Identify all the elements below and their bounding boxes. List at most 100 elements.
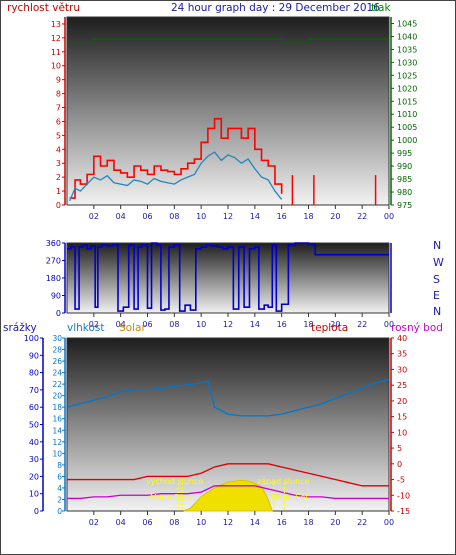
x-tick-label: 12 — [223, 212, 233, 221]
wind-average-line — [69, 151, 283, 202]
y-tick-label: 8 — [57, 461, 62, 470]
wind-direction-line — [67, 242, 389, 312]
y-tick-label: 22 — [52, 380, 62, 389]
x-tick-label: 04 — [116, 518, 126, 527]
y-tick-label: 4 — [57, 484, 62, 493]
y-tick-label: 20 — [52, 392, 62, 401]
y-tick-label: 10 — [29, 490, 39, 499]
y-tick-label: 990 — [397, 162, 412, 171]
y-tick-label: 12 — [52, 438, 62, 447]
y-tick-label: 2 — [56, 173, 61, 182]
y-tick-label: 50 — [29, 421, 39, 430]
y-tick-label: 1010 — [397, 110, 417, 119]
sunrise-label: východ slunce — [146, 477, 203, 486]
x-tick-label: 06 — [142, 320, 152, 329]
y-tick-label: 6 — [56, 117, 61, 126]
y-tick-label: 0 — [56, 201, 61, 210]
y-tick-label: 6 — [57, 472, 62, 481]
y-tick-label: 8 — [56, 90, 61, 99]
y-tick-label: 980 — [397, 188, 412, 197]
y-tick-label: 70 — [29, 386, 39, 395]
x-tick-label: 20 — [330, 212, 340, 221]
x-tick-label: 08 — [169, 320, 179, 329]
y-tick-label: 28 — [52, 346, 62, 355]
y-tick-label: -10 — [397, 491, 410, 500]
y-tick-label: 20 — [29, 472, 39, 481]
temp-humidity-series — [66, 378, 390, 512]
y-tick-label: 0 — [57, 507, 62, 516]
y-tick-label: 14 — [52, 426, 62, 435]
y-tick-label: 9 — [56, 76, 61, 85]
x-tick-label: 14 — [250, 518, 260, 527]
direction-label-s: S — [433, 273, 440, 286]
y-tick-label: 1 — [56, 187, 61, 196]
sun-moon-markers — [177, 483, 286, 511]
y-tick-label: 10 — [52, 449, 62, 458]
y-tick-label: 0 — [397, 460, 402, 469]
x-tick-label: 04 — [116, 320, 126, 329]
y-tick-label: 1040 — [397, 32, 417, 41]
y-tick-label: 30 — [29, 455, 39, 464]
pressure-axis: 975 980 985 990 995 1000 1005 1010 1015 1020 1025 1… — [390, 17, 417, 210]
y-tick-label: 90 — [51, 292, 61, 301]
moonrise-label: Moon Rise — [150, 493, 191, 502]
y-tick-label: 1025 — [397, 71, 417, 80]
x-tick-label: 22 — [357, 518, 367, 527]
temperature-legend: teplota — [311, 322, 348, 334]
x-tick-label: 14 — [250, 212, 260, 221]
y-tick-label: 40 — [29, 438, 39, 447]
y-tick-label: 20 — [397, 397, 407, 406]
y-tick-label: 360 — [46, 239, 61, 248]
y-tick-label: 975 — [397, 201, 412, 210]
y-tick-label: 1005 — [397, 123, 417, 132]
y-tick-label: 5 — [397, 444, 402, 453]
rain-axis: 0 10 20 30 40 50 60 70 80 90 100 — [24, 334, 44, 516]
y-tick-label: 26 — [52, 357, 62, 366]
y-tick-label: 0 — [56, 309, 61, 318]
x-tick-label: 06 — [142, 212, 152, 221]
chart-title: 24 hour graph day : 29 December 2016 — [171, 2, 380, 14]
y-tick-label: 80 — [29, 369, 39, 378]
pressure-axis-label: tlak — [371, 2, 391, 14]
y-tick-label: 25 — [397, 381, 407, 390]
y-tick-label: 100 — [24, 334, 39, 343]
time-axis-2: 02 04 06 08 10 12 14 16 18 20 22 00 — [89, 313, 394, 329]
temperature-axis: -15 -10 -5 0 5 10 15 20 25 30 35 40 — [390, 334, 410, 516]
y-tick-label: 90 — [29, 351, 39, 360]
y-tick-label: 40 — [397, 334, 407, 343]
x-tick-label: 14 — [250, 320, 260, 329]
solar-legend: Solar — [119, 322, 146, 334]
y-tick-label: 180 — [46, 274, 61, 283]
y-tick-label: 12 — [51, 34, 61, 43]
y-tick-label: 995 — [397, 149, 412, 158]
x-tick-label: 08 — [169, 518, 179, 527]
y-tick-label: 0 — [34, 507, 39, 516]
y-tick-label: 16 — [52, 415, 62, 424]
sunset-label: západ slunce — [257, 477, 310, 486]
y-tick-label: 10 — [51, 62, 61, 71]
x-tick-label: 04 — [116, 212, 126, 221]
y-tick-label: 15 — [397, 413, 407, 422]
y-tick-label: -5 — [397, 476, 405, 485]
y-tick-label: 4 — [56, 145, 61, 154]
wind-direction-axis: 0 90 180 270 360 — [46, 239, 392, 318]
y-tick-label: 13 — [51, 20, 61, 29]
x-tick-label: 00 — [384, 518, 394, 527]
x-tick-label: 06 — [142, 518, 152, 527]
dewpoint-legend: rosný bod — [391, 322, 443, 334]
wind-gust-line — [69, 117, 283, 199]
y-tick-label: 5 — [56, 131, 61, 140]
humidity-line — [66, 378, 390, 417]
y-tick-label: 1015 — [397, 97, 417, 106]
y-tick-label: 1035 — [397, 45, 417, 54]
y-tick-label: 60 — [29, 403, 39, 412]
x-tick-label: 00 — [384, 320, 394, 329]
x-tick-label: 10 — [196, 212, 206, 221]
y-tick-label: 1045 — [397, 19, 417, 28]
solar-area — [183, 479, 273, 512]
x-tick-label: 10 — [196, 518, 206, 527]
y-tick-label: 11 — [51, 48, 61, 57]
